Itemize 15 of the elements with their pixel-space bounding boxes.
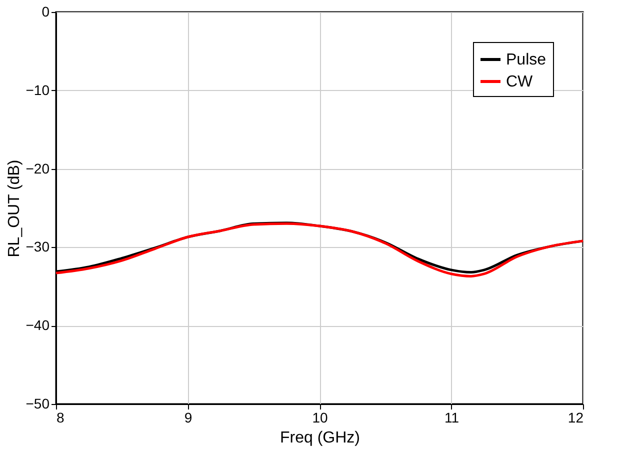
y-tick-label: −30 [26, 238, 50, 255]
y-tick-label: −20 [26, 160, 50, 176]
x-tick-label: 10 [312, 410, 328, 426]
legend-label: Pulse [506, 52, 546, 68]
x-tick-label: 11 [444, 410, 460, 426]
legend-label: CW [506, 74, 534, 90]
x-tick-label: 8 [56, 410, 64, 426]
x-tick-label: 12 [568, 410, 584, 426]
y-tick-label: −40 [26, 317, 50, 334]
x-tick-label: 9 [184, 410, 192, 426]
x-axis-title: Freq (GHz) [280, 430, 360, 446]
y-axis-title: RL_OUT (dB) [6, 160, 23, 258]
y-tick-label: −50 [26, 396, 50, 412]
y-tick-label: −10 [26, 82, 50, 98]
y-tick-label: 0 [42, 4, 50, 20]
